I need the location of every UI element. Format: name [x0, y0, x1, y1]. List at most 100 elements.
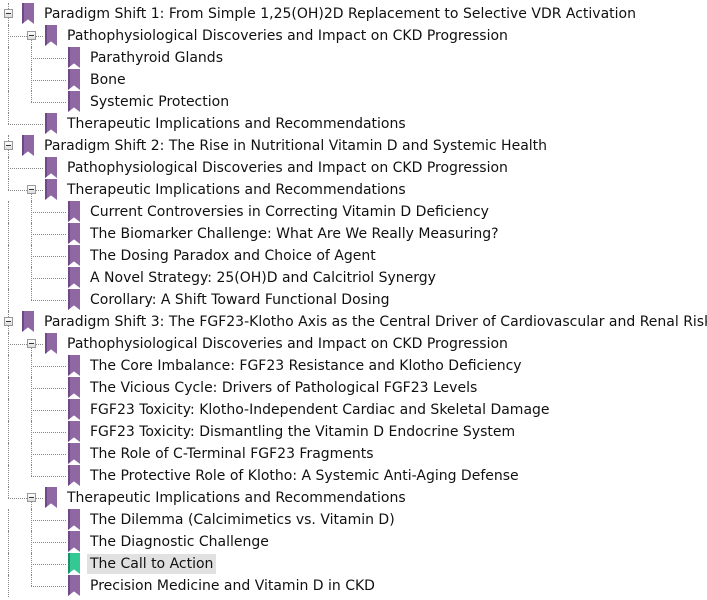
bookmark-label[interactable]: Parathyroid Glands — [90, 50, 223, 66]
bookmark-item[interactable]: Parathyroid Glands — [0, 47, 707, 69]
bookmark-icon — [68, 245, 80, 266]
bookmark-item[interactable]: The Vicious Cycle: Drivers of Pathologic… — [0, 377, 707, 399]
bookmark-item[interactable]: Paradigm Shift 1: From Simple 1,25(OH)2D… — [0, 3, 707, 25]
bookmark-label[interactable]: Paradigm Shift 3: The FGF23-Klotho Axis … — [44, 314, 707, 330]
tree-line — [31, 366, 66, 367]
tree-line — [31, 190, 32, 201]
collapse-toggle[interactable] — [4, 317, 13, 326]
tree-line — [31, 476, 66, 477]
bookmark-label[interactable]: FGF23 Toxicity: Klotho-Independent Cardi… — [90, 402, 550, 418]
bookmark-item[interactable]: A Novel Strategy: 25(OH)D and Calcitriol… — [0, 267, 707, 289]
bookmark-item[interactable]: Systemic Protection — [0, 91, 707, 113]
bookmark-label[interactable]: The Dilemma (Calcimimetics vs. Vitamin D… — [90, 512, 395, 528]
collapse-toggle[interactable] — [4, 9, 13, 18]
bookmark-label[interactable]: Bone — [90, 72, 126, 88]
tree-line — [8, 36, 43, 37]
tree-line — [8, 421, 9, 443]
collapse-toggle[interactable] — [27, 493, 36, 502]
tree-line — [8, 245, 9, 267]
tree-line — [8, 498, 43, 499]
tree-line — [31, 91, 32, 102]
tree-line — [8, 223, 9, 245]
collapse-toggle[interactable] — [27, 339, 36, 348]
bookmark-item[interactable]: Pathophysiological Discoveries and Impac… — [0, 333, 707, 355]
bookmark-item[interactable]: Pathophysiological Discoveries and Impac… — [0, 25, 707, 47]
bookmark-item[interactable]: Therapeutic Implications and Recommendat… — [0, 113, 707, 135]
bookmark-item[interactable]: The Protective Role of Klotho: A Systemi… — [0, 465, 707, 487]
tree-line — [8, 289, 9, 311]
bookmark-label[interactable]: The Vicious Cycle: Drivers of Pathologic… — [90, 380, 478, 396]
tree-line — [31, 498, 32, 509]
bookmark-icon — [45, 333, 57, 354]
tree-line — [8, 201, 9, 223]
bookmark-icon — [68, 201, 80, 222]
bookmark-label[interactable]: The Core Imbalance: FGF23 Resistance and… — [90, 358, 522, 374]
bookmark-item[interactable]: The Role of C-Terminal FGF23 Fragments — [0, 443, 707, 465]
tree-line — [8, 509, 9, 531]
bookmark-item[interactable]: The Core Imbalance: FGF23 Resistance and… — [0, 355, 707, 377]
bookmark-label[interactable]: The Dosing Paradox and Choice of Agent — [90, 248, 376, 264]
bookmark-label[interactable]: The Role of C-Terminal FGF23 Fragments — [90, 446, 374, 462]
tree-line — [31, 212, 66, 213]
bookmark-icon — [68, 91, 80, 112]
bookmark-label[interactable]: Precision Medicine and Vitamin D in CKD — [90, 578, 375, 594]
tree-line — [31, 388, 66, 389]
bookmark-label[interactable]: FGF23 Toxicity: Dismantling the Vitamin … — [90, 424, 516, 440]
bookmark-icon — [45, 25, 57, 46]
bookmark-label[interactable]: Therapeutic Implications and Recommendat… — [67, 490, 406, 506]
bookmark-icon — [68, 223, 80, 244]
bookmark-item[interactable]: The Biomarker Challenge: What Are We Rea… — [0, 223, 707, 245]
bookmark-label[interactable]: The Diagnostic Challenge — [90, 534, 269, 550]
bookmark-icon — [68, 531, 80, 552]
bookmark-icon — [68, 377, 80, 398]
collapse-toggle[interactable] — [4, 141, 13, 150]
tree-line — [8, 399, 9, 421]
bookmark-icon — [22, 311, 34, 332]
bookmark-item[interactable]: Current Controversies in Correcting Vita… — [0, 201, 707, 223]
bookmark-item[interactable]: The Diagnostic Challenge — [0, 531, 707, 553]
bookmark-item[interactable]: Corollary: A Shift Toward Functional Dos… — [0, 289, 707, 311]
tree-line — [8, 190, 43, 191]
bookmark-icon — [45, 179, 57, 200]
bookmark-item[interactable]: Paradigm Shift 2: The Rise in Nutritiona… — [0, 135, 707, 157]
bookmark-item[interactable]: Paradigm Shift 3: The FGF23-Klotho Axis … — [0, 311, 707, 333]
bookmark-label[interactable]: Paradigm Shift 2: The Rise in Nutritiona… — [44, 138, 548, 154]
bookmark-label[interactable]: The Call to Action — [87, 554, 217, 574]
collapse-toggle[interactable] — [27, 31, 36, 40]
bookmark-item[interactable]: The Call to Action — [0, 553, 707, 575]
bookmark-label[interactable]: Pathophysiological Discoveries and Impac… — [67, 28, 508, 44]
collapse-toggle[interactable] — [27, 185, 36, 194]
bookmark-item[interactable]: FGF23 Toxicity: Klotho-Independent Cardi… — [0, 399, 707, 421]
bookmark-item[interactable]: Precision Medicine and Vitamin D in CKD — [0, 575, 707, 597]
bookmark-label[interactable]: Pathophysiological Discoveries and Impac… — [67, 160, 508, 176]
bookmark-label[interactable]: A Novel Strategy: 25(OH)D and Calcitriol… — [90, 270, 436, 286]
bookmark-icon — [68, 289, 80, 310]
bookmark-icon — [68, 465, 80, 486]
bookmark-label[interactable]: Pathophysiological Discoveries and Impac… — [67, 336, 508, 352]
bookmark-label[interactable]: Therapeutic Implications and Recommendat… — [67, 116, 406, 132]
bookmark-icon — [68, 509, 80, 530]
tree-line — [31, 564, 66, 565]
bookmark-item[interactable]: Therapeutic Implications and Recommendat… — [0, 179, 707, 201]
bookmark-icon — [45, 157, 57, 178]
bookmark-label[interactable]: Corollary: A Shift Toward Functional Dos… — [90, 292, 390, 308]
tree-line — [8, 47, 9, 69]
bookmark-label[interactable]: Therapeutic Implications and Recommendat… — [67, 182, 406, 198]
bookmark-item[interactable]: FGF23 Toxicity: Dismantling the Vitamin … — [0, 421, 707, 443]
tree-line — [8, 355, 9, 377]
bookmark-label[interactable]: The Protective Role of Klotho: A Systemi… — [90, 468, 519, 484]
tree-line — [31, 575, 32, 586]
bookmark-label[interactable]: Paradigm Shift 1: From Simple 1,25(OH)2D… — [44, 6, 636, 22]
bookmark-item[interactable]: The Dilemma (Calcimimetics vs. Vitamin D… — [0, 509, 707, 531]
tree-line — [31, 102, 66, 103]
bookmark-item[interactable]: Therapeutic Implications and Recommendat… — [0, 487, 707, 509]
bookmark-item[interactable]: Pathophysiological Discoveries and Impac… — [0, 157, 707, 179]
bookmark-label[interactable]: The Biomarker Challenge: What Are We Rea… — [90, 226, 499, 242]
bookmark-icon — [68, 355, 80, 376]
bookmark-label[interactable]: Systemic Protection — [90, 94, 230, 110]
bookmark-icon — [68, 399, 80, 420]
bookmark-item[interactable]: The Dosing Paradox and Choice of Agent — [0, 245, 707, 267]
bookmark-label[interactable]: Current Controversies in Correcting Vita… — [90, 204, 489, 220]
bookmark-item[interactable]: Bone — [0, 69, 707, 91]
tree-line — [8, 531, 9, 553]
